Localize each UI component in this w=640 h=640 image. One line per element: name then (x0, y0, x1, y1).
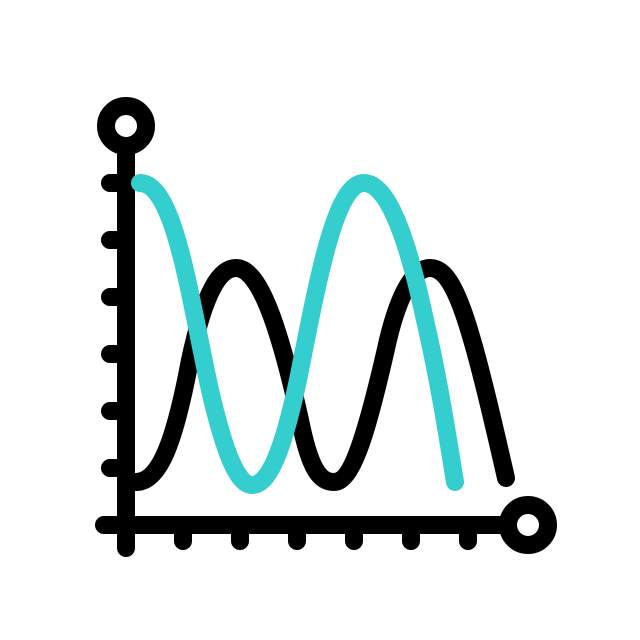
x-axis-ticks (174, 516, 477, 550)
y-axis-ticks (101, 174, 135, 477)
y-axis-end-circle (97, 97, 155, 155)
x-axis-end-circle (499, 496, 557, 554)
teal-wave-line (131, 174, 464, 494)
